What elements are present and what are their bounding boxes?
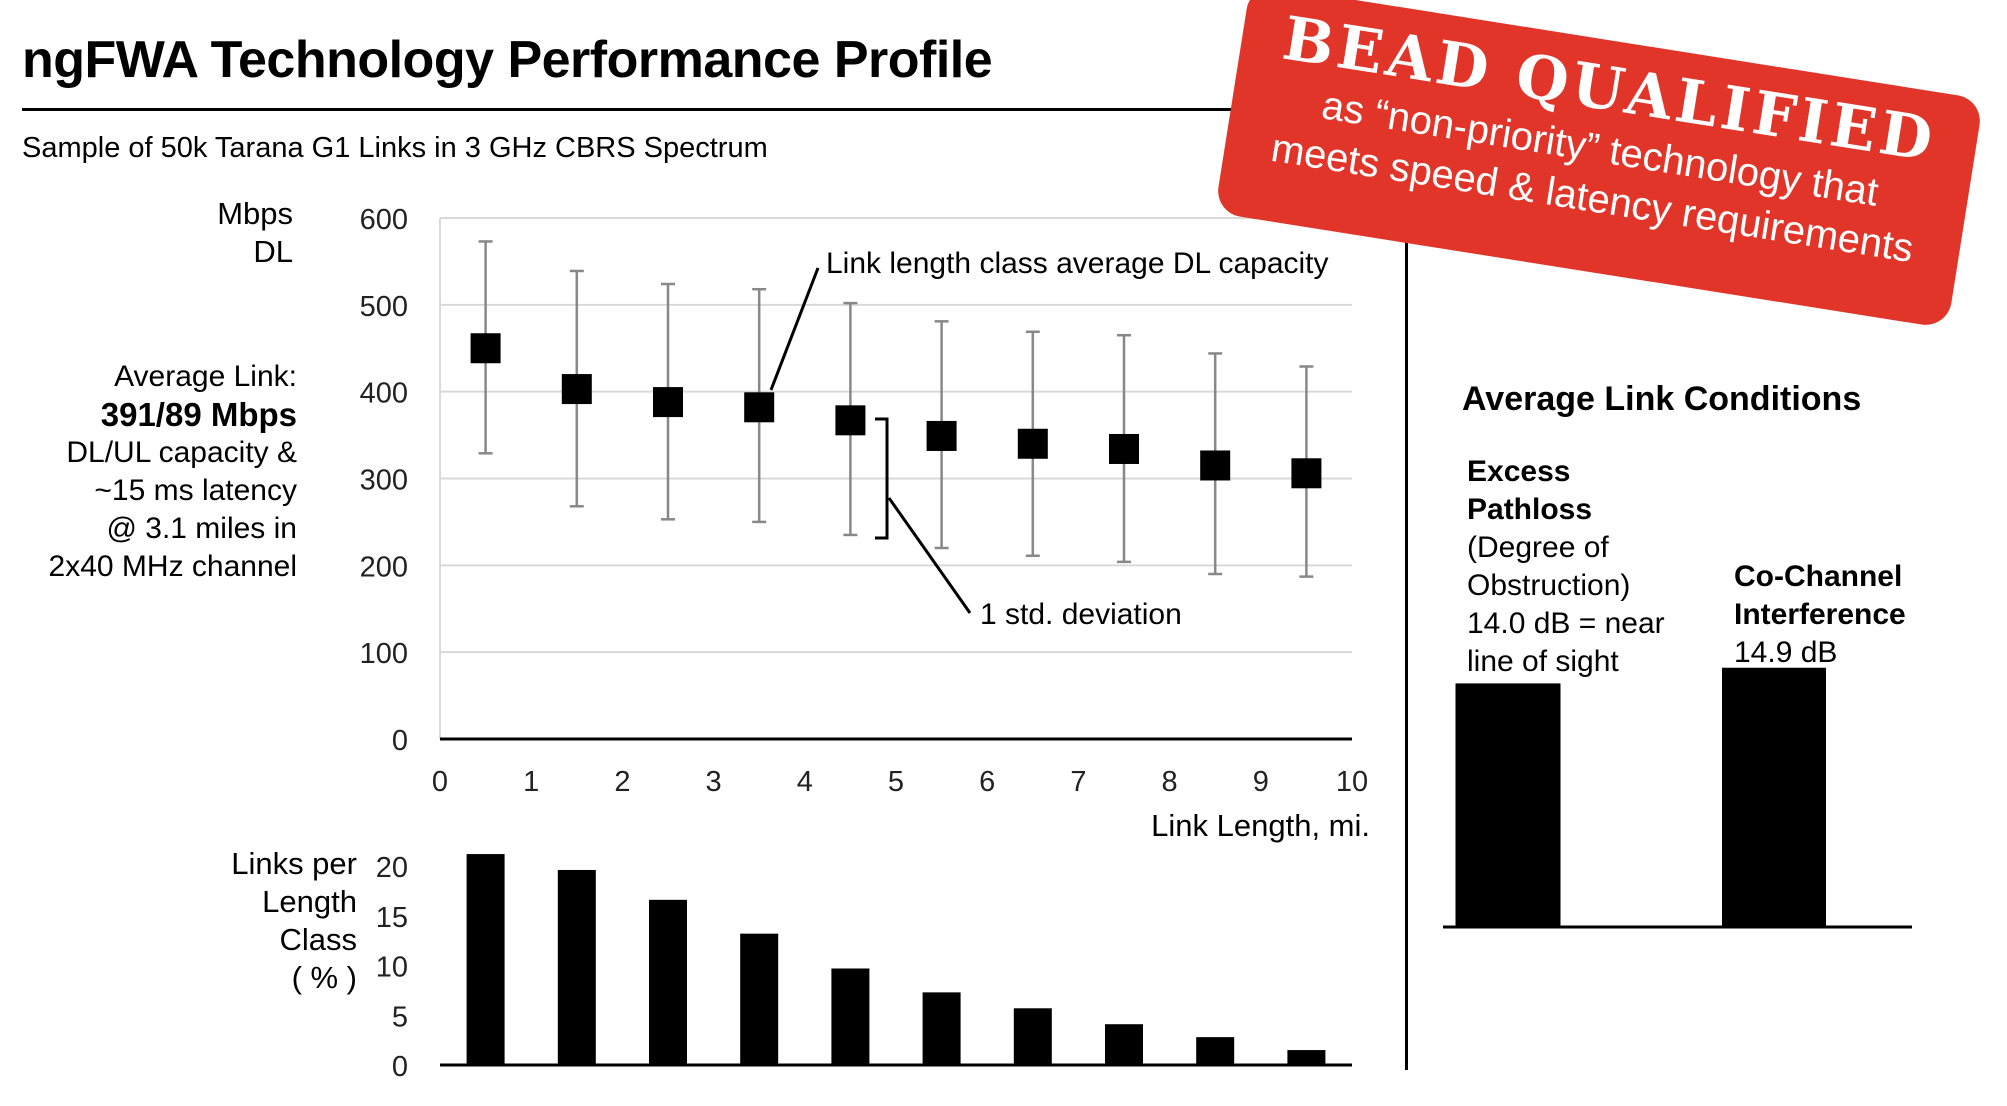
x-tick-label: 6 (979, 766, 995, 798)
pathloss-text: (Degree of (1467, 531, 1609, 564)
interference-text: 14.9 dB (1734, 636, 1838, 669)
avg-line: ~15 ms latency (94, 474, 297, 507)
annotation-avg-capacity: Link length class average DL capacity (826, 247, 1329, 280)
x-tick-label: 10 (1336, 766, 1368, 798)
data-point (1291, 458, 1322, 489)
pathloss-text: Obstruction) (1467, 569, 1631, 602)
y-tick-label: 10 (376, 952, 408, 984)
data-point (653, 387, 683, 418)
ylabel-line: ( % ) (291, 960, 357, 995)
avg-line: DL/UL capacity & (66, 436, 297, 469)
x-tick-label: 4 (797, 766, 813, 798)
bar (649, 899, 687, 1065)
avg-label: Average Link: (114, 360, 297, 393)
y-tick-label: 5 (392, 1001, 408, 1033)
x-tick-label: 7 (1070, 766, 1086, 798)
x-tick-label: 2 (614, 766, 630, 798)
pathloss-heading: Pathloss (1467, 493, 1593, 526)
data-point (1200, 450, 1231, 481)
link-conditions-chart (1443, 667, 1912, 929)
average-link-summary: Average Link: 391/89 Mbps DL/UL capacity… (49, 358, 297, 586)
annotation-std-deviation: 1 std. deviation (980, 598, 1182, 631)
x-tick-label: 5 (888, 766, 904, 798)
bar (466, 854, 505, 1065)
bar (1105, 1024, 1143, 1065)
x-tick-labels: 0 1 2 3 4 5 6 7 8 9 10 (432, 766, 1368, 798)
data-points (470, 333, 1322, 489)
bar (1013, 1008, 1052, 1065)
conditions-title: Average Link Conditions (1462, 380, 1862, 418)
ylabel-line: Length (262, 884, 357, 919)
bars (1443, 667, 1912, 929)
ylabel-line: DL (253, 234, 293, 269)
pathloss-heading: Excess (1467, 455, 1571, 488)
bar (740, 933, 779, 1065)
x-tick-label: 8 (1162, 766, 1178, 798)
x-axis-label: Link Length, mi. (1151, 808, 1370, 843)
page-title: ngFWA Technology Performance Profile (22, 31, 993, 89)
title-rule (22, 108, 1932, 111)
y-tick-label: 20 (376, 852, 408, 884)
y-tick-labels: 0 100 200 300 400 500 600 (360, 204, 408, 757)
error-bars (478, 240, 1314, 578)
bottom-chart-ylabel: Links per Length Class ( % ) (231, 845, 357, 997)
data-point (470, 333, 501, 364)
y-tick-label: 200 (360, 551, 408, 583)
data-point (926, 420, 957, 451)
bar (831, 968, 870, 1065)
data-point (744, 392, 775, 423)
y-tick-label: 400 (360, 378, 408, 410)
page-subtitle: Sample of 50k Tarana G1 Links in 3 GHz C… (22, 132, 768, 164)
y-tick-label: 0 (392, 725, 408, 757)
bar (1455, 683, 1561, 927)
data-point (835, 405, 866, 436)
bar (1287, 1050, 1326, 1065)
x-tick-label: 1 (523, 766, 539, 798)
pathloss-text: line of sight (1467, 645, 1619, 678)
annotation-leader (769, 267, 820, 391)
pathloss-text: 14.0 dB = near (1467, 607, 1665, 640)
top-chart-ylabel: Mbps DL (217, 195, 293, 271)
y-tick-label: 0 (392, 1051, 408, 1083)
bar (1722, 667, 1826, 927)
y-tick-labels: 0 5 10 15 20 (376, 852, 408, 1083)
links-per-class-chart: 0 5 10 15 20 (376, 852, 1352, 1083)
gridlines (439, 217, 1352, 741)
ylabel-line: Mbps (217, 196, 293, 231)
y-tick-label: 300 (360, 465, 408, 497)
panel-divider (1405, 210, 1408, 1070)
y-tick-label: 500 (360, 291, 408, 323)
x-tick-label: 3 (706, 766, 722, 798)
avg-line: 2x40 MHz channel (48, 550, 297, 583)
std-bracket (875, 417, 889, 540)
ylabel-line: Links per (231, 846, 357, 881)
interference-heading: Interference (1734, 598, 1906, 631)
x-tick-label: 0 (432, 766, 448, 798)
interference-heading: Co-Channel (1734, 560, 1903, 593)
data-point (561, 374, 592, 405)
ylabel-line: Class (279, 922, 357, 957)
y-tick-label: 600 (360, 204, 408, 236)
bar (1196, 1037, 1235, 1065)
capacity-chart: 0 100 200 300 400 500 600 0 1 2 3 4 5 6 7 8 9 10 Link Le… (360, 204, 1370, 843)
interference-label: Co-Channel Interference 14.9 dB (1734, 558, 1906, 672)
x-tick-label: 9 (1253, 766, 1269, 798)
data-point (1109, 433, 1139, 464)
bars (440, 854, 1352, 1067)
bar (557, 869, 596, 1065)
annotation-leader (887, 497, 972, 614)
y-tick-label: 15 (376, 902, 408, 934)
bar (922, 992, 961, 1065)
pathloss-label: Excess Pathloss (Degree of Obstruction) … (1467, 453, 1665, 681)
avg-value: 391/89 Mbps (100, 396, 297, 433)
data-point (1017, 428, 1048, 459)
avg-line: @ 3.1 miles in (106, 512, 297, 545)
y-tick-label: 100 (360, 638, 408, 670)
